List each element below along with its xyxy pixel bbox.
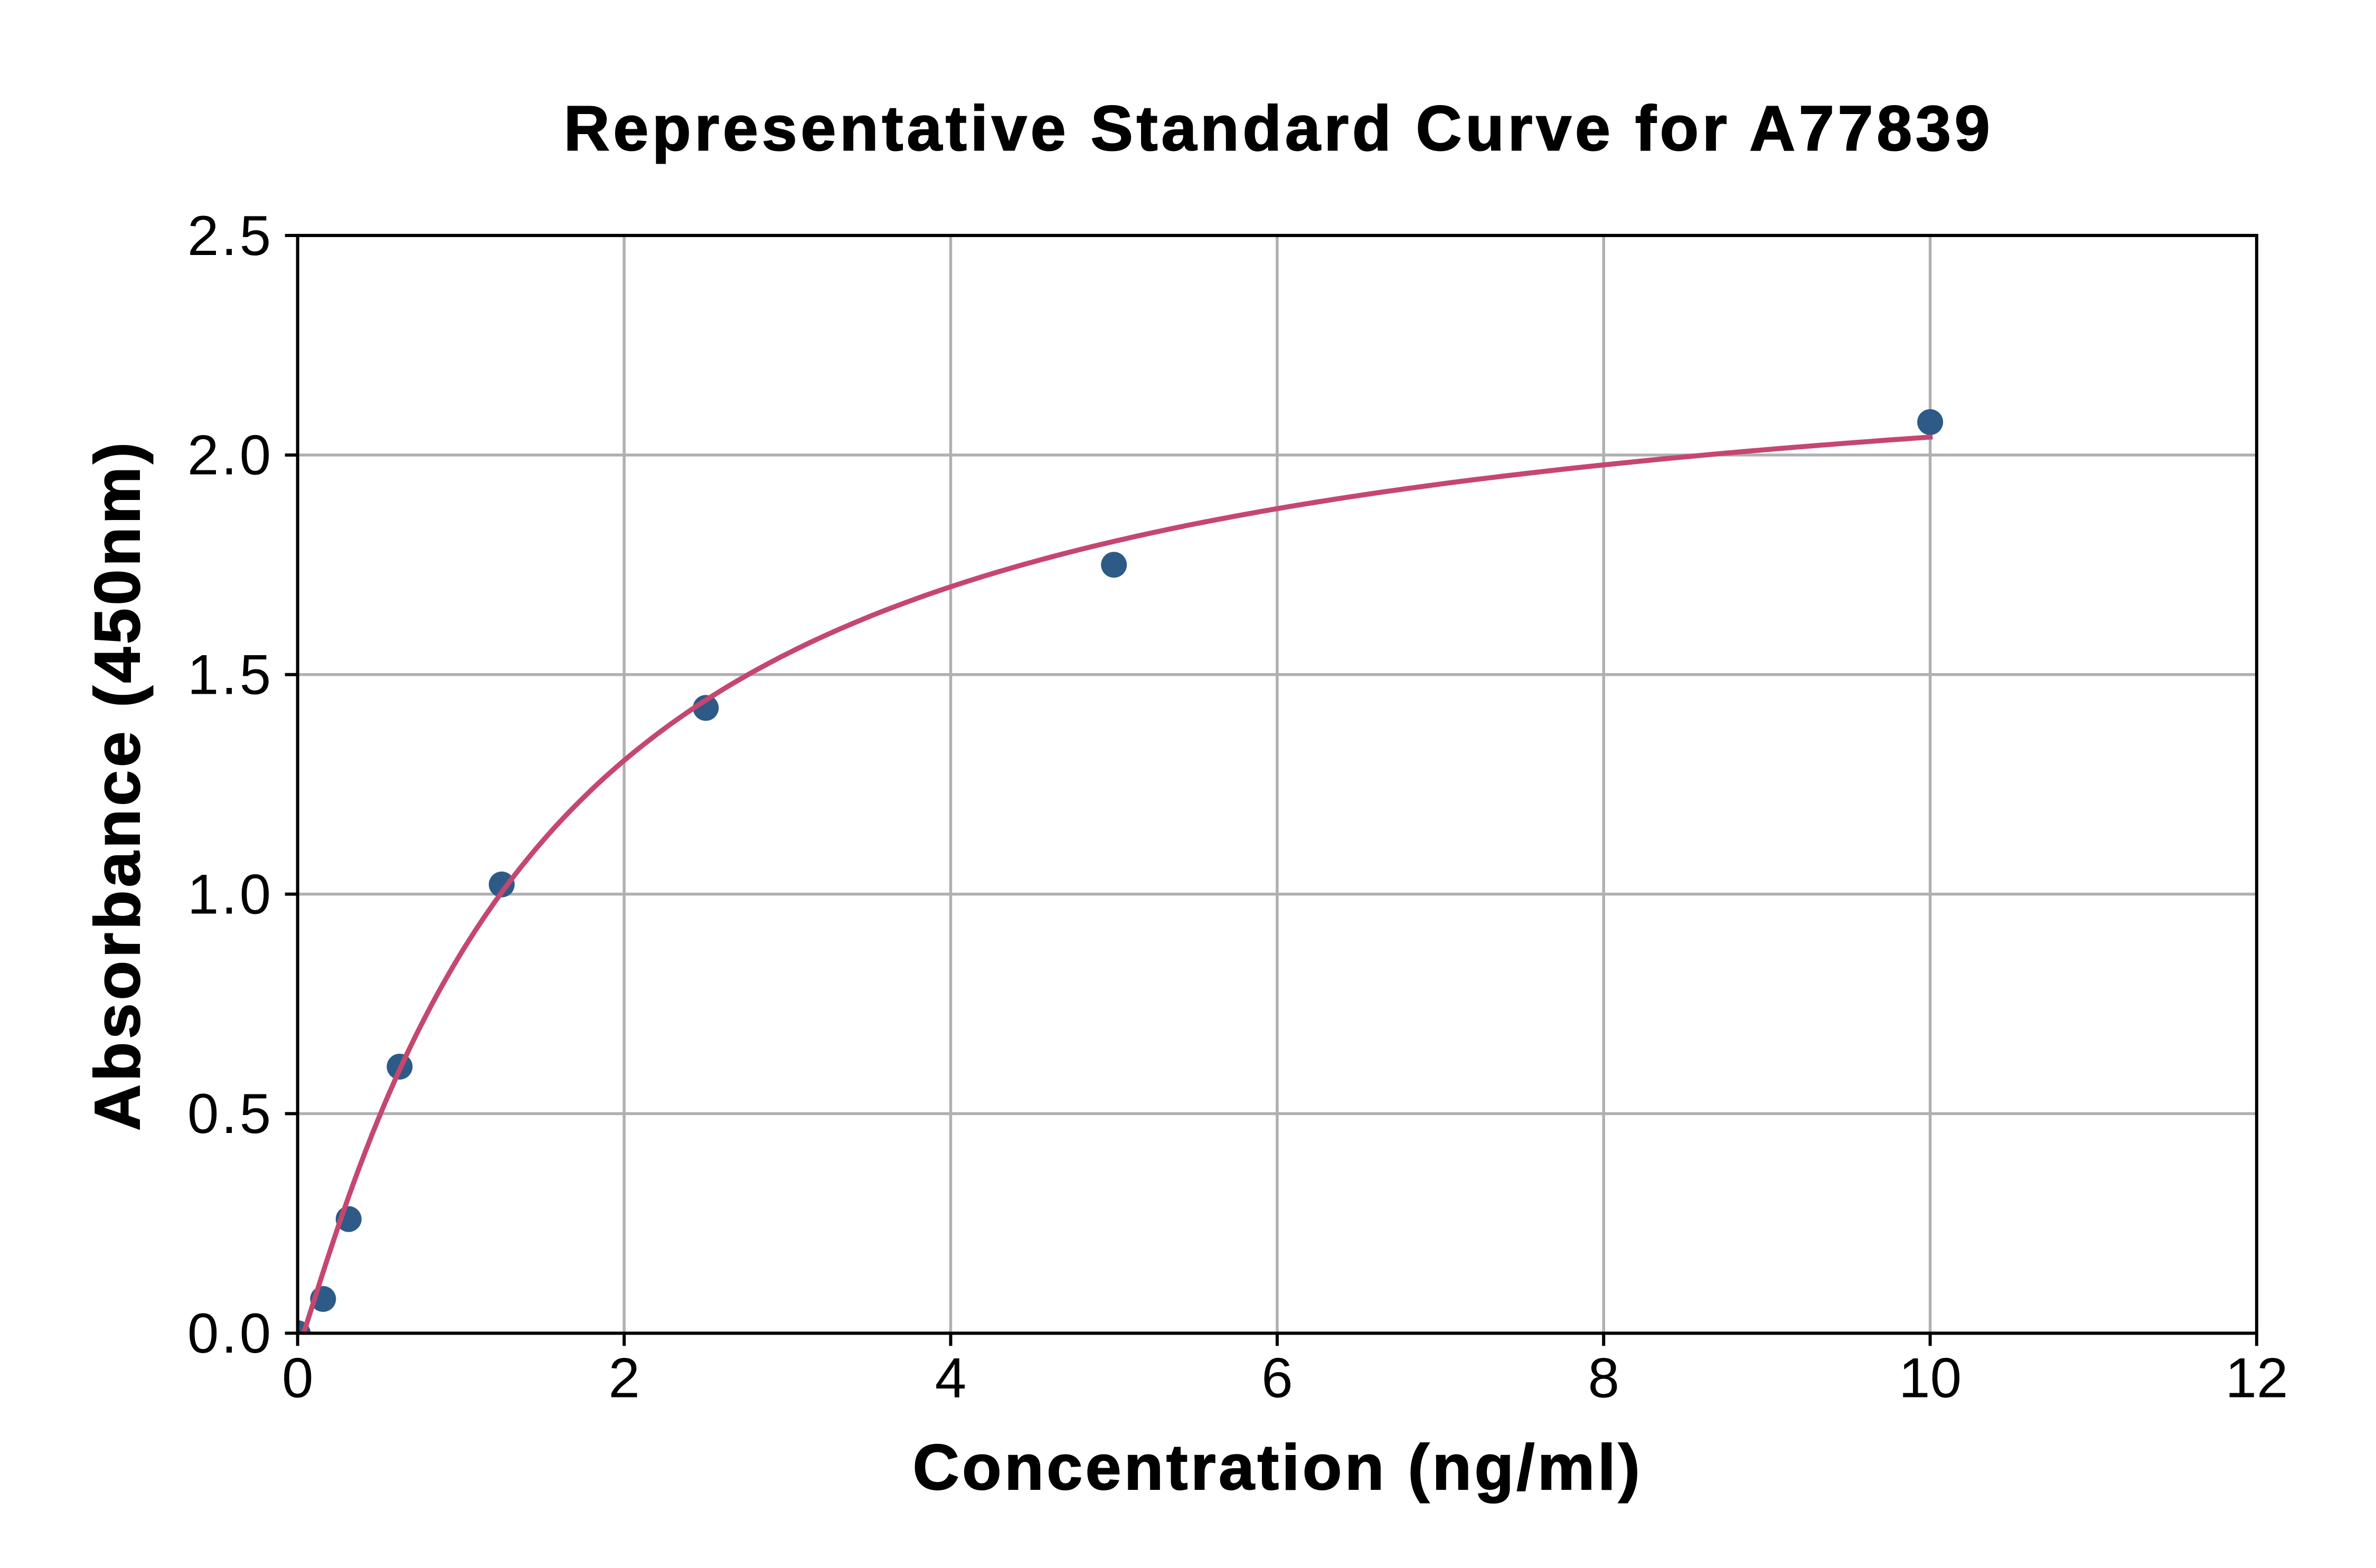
- svg-text:8: 8: [1588, 1346, 1619, 1410]
- svg-text:2.5: 2.5: [187, 204, 274, 267]
- svg-text:Concentration (ng/ml): Concentration (ng/ml): [913, 1431, 1643, 1503]
- svg-text:0.5: 0.5: [187, 1082, 274, 1145]
- svg-text:4: 4: [935, 1346, 967, 1410]
- svg-text:1.0: 1.0: [187, 862, 274, 925]
- svg-text:0.0: 0.0: [187, 1301, 274, 1365]
- svg-text:2.0: 2.0: [187, 423, 274, 487]
- svg-text:2: 2: [608, 1346, 640, 1410]
- svg-text:Representative Standard Curve: Representative Standard Curve for A77839: [564, 93, 1994, 164]
- svg-text:12: 12: [2225, 1346, 2288, 1410]
- svg-text:1.5: 1.5: [187, 643, 274, 706]
- svg-text:6: 6: [1261, 1346, 1293, 1410]
- svg-text:10: 10: [1899, 1346, 1962, 1410]
- svg-text:Absorbance (450nm): Absorbance (450nm): [81, 439, 153, 1131]
- svg-text:0: 0: [282, 1346, 314, 1410]
